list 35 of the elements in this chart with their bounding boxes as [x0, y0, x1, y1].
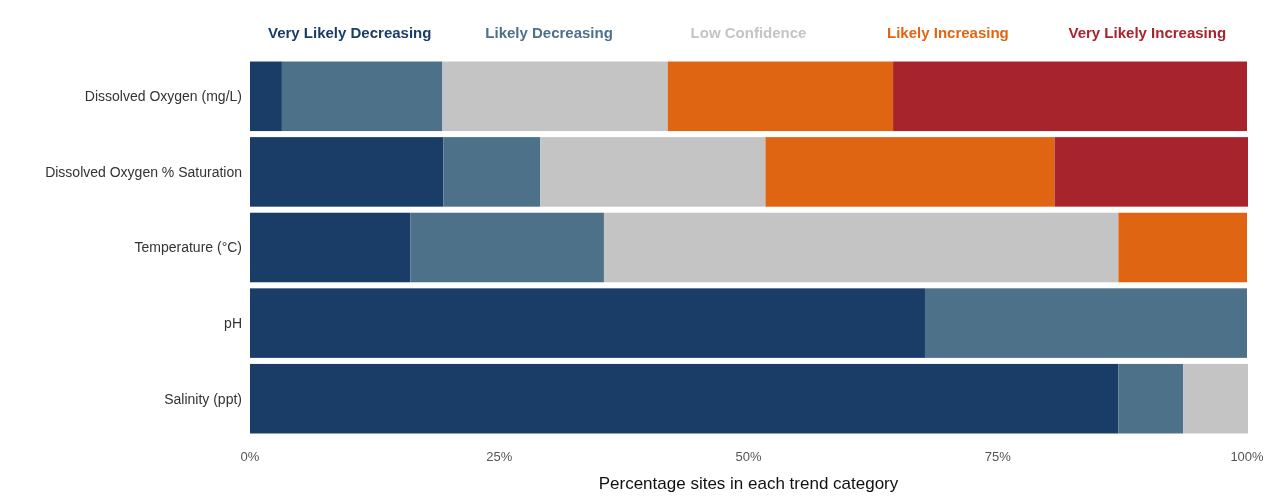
- bar: [250, 137, 444, 207]
- x-tick-label: 50%: [735, 449, 762, 464]
- bar: [603, 212, 1119, 283]
- bar: [443, 137, 541, 207]
- y-tick-label: Salinity (ppt): [164, 390, 242, 407]
- x-tick-label: 25%: [486, 449, 513, 464]
- bar: [281, 61, 443, 132]
- text: Low Confidence: [690, 24, 807, 41]
- bar: [250, 288, 925, 358]
- bar: [410, 212, 604, 283]
- bar: [924, 288, 1247, 358]
- x-tick-label: 100%: [1230, 449, 1265, 464]
- bar: [765, 137, 1055, 207]
- bar: [893, 61, 1247, 132]
- bar: [1118, 212, 1247, 283]
- bar: [540, 137, 766, 207]
- x-tick-label: 75%: [984, 449, 1012, 464]
- y-tick-label: Dissolved Oxygen % Saturation: [45, 163, 242, 180]
- bar: [667, 61, 894, 132]
- x-axis-title: Percentage sites in each trend category: [598, 474, 899, 493]
- y-tick-label: Temperature (°C): [134, 239, 242, 256]
- bar: [1118, 363, 1184, 434]
- y-tick-label: pH: [224, 315, 242, 331]
- bar: [1054, 137, 1248, 207]
- bar: [250, 212, 411, 283]
- x-tick-label: 0%: [240, 449, 260, 464]
- bar: [442, 61, 668, 132]
- series-label: Very Likely Increasing: [1068, 24, 1227, 41]
- text: Likely Decreasing: [485, 24, 613, 41]
- bar: [250, 61, 282, 132]
- series-label: Likely Increasing: [887, 24, 1009, 41]
- y-tick-label: Dissolved Oxygen (mg/L): [84, 88, 242, 105]
- bar: [1183, 363, 1248, 434]
- series-label: Very Likely Decreasing: [267, 24, 432, 41]
- bar: [250, 363, 1119, 434]
